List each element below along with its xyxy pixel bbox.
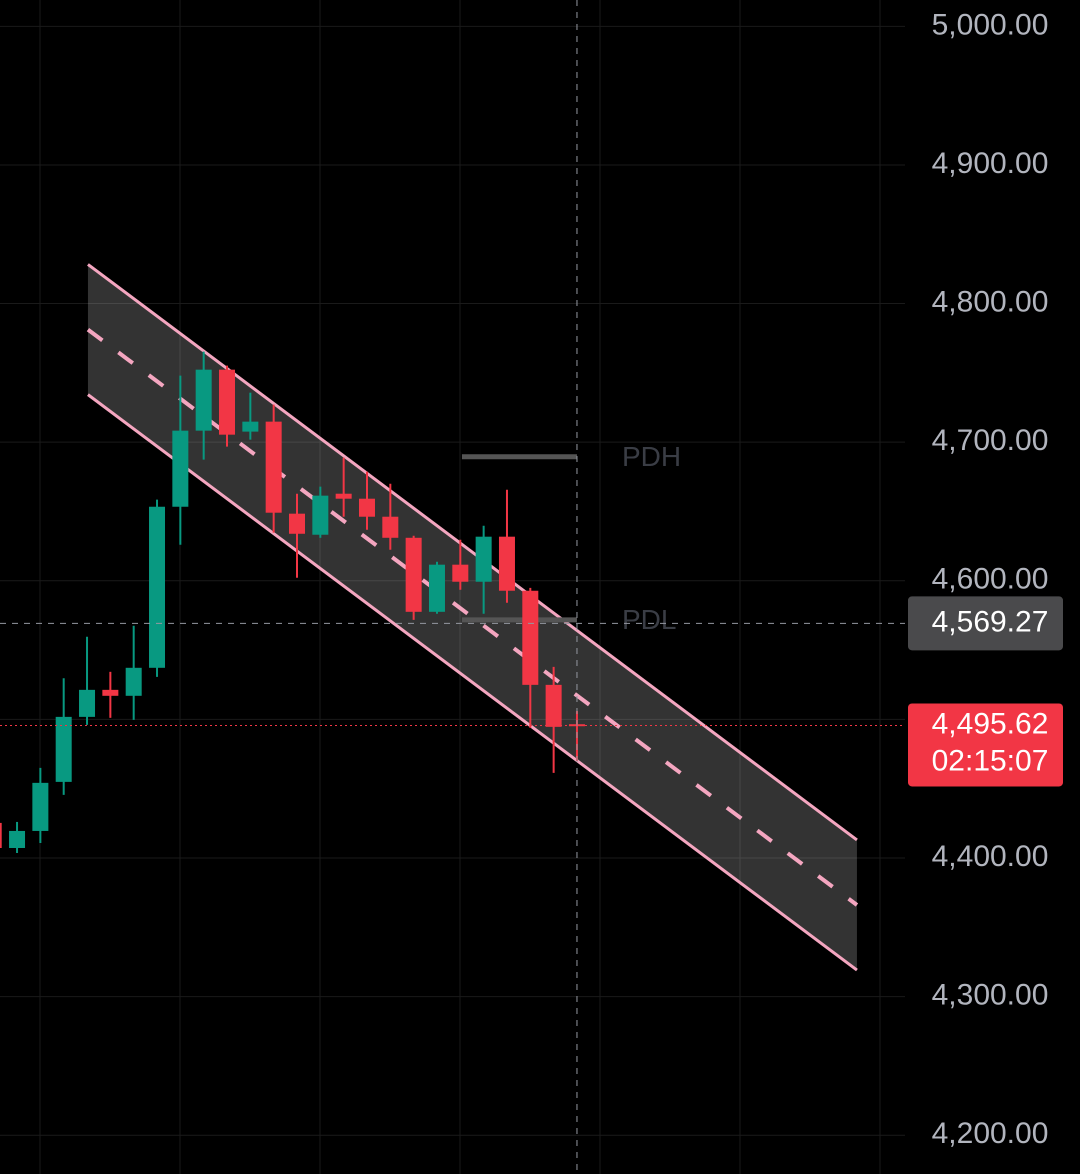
candle-body bbox=[242, 421, 259, 432]
candle-body bbox=[172, 430, 189, 507]
level-label: PDH bbox=[622, 441, 681, 472]
last-price-label: 4,495.62 bbox=[932, 707, 1049, 740]
candle-body bbox=[149, 506, 166, 668]
y-tick-label: 5,000.00 bbox=[932, 8, 1049, 41]
candle-body bbox=[289, 513, 306, 534]
candle-body bbox=[265, 421, 282, 513]
candle-body bbox=[475, 536, 492, 582]
candle-body bbox=[405, 537, 422, 612]
y-tick-label: 4,400.00 bbox=[932, 840, 1049, 873]
y-tick-label: 4,900.00 bbox=[932, 147, 1049, 180]
y-tick-label: 4,700.00 bbox=[932, 424, 1049, 457]
vertical-grid bbox=[39, 0, 881, 1174]
candle-body bbox=[125, 667, 142, 696]
channel-upper bbox=[87, 263, 858, 842]
countdown-label: 02:15:07 bbox=[932, 744, 1049, 777]
candle-body bbox=[335, 493, 352, 499]
candle-body bbox=[32, 782, 49, 831]
crosshair-label: 4,569.27 bbox=[932, 605, 1049, 638]
channel-lower bbox=[87, 393, 858, 972]
candle-body bbox=[428, 564, 445, 612]
last-price-box bbox=[908, 703, 1063, 787]
candle-body bbox=[312, 495, 329, 535]
candle-body bbox=[219, 369, 236, 435]
y-tick-label: 4,300.00 bbox=[932, 979, 1049, 1012]
candle-body bbox=[9, 830, 26, 848]
candle-body bbox=[382, 516, 399, 538]
candle-body bbox=[452, 564, 469, 582]
y-tick-label: 4,800.00 bbox=[932, 285, 1049, 318]
crosshair-label-box bbox=[908, 596, 1063, 651]
candle-body bbox=[55, 716, 72, 782]
candle-body bbox=[545, 684, 562, 727]
candle-body bbox=[0, 822, 2, 848]
candle-body bbox=[522, 590, 539, 685]
candle-body bbox=[79, 689, 96, 717]
y-tick-label: 4,200.00 bbox=[932, 1117, 1049, 1150]
candle-body bbox=[102, 689, 119, 696]
level-label: PDL bbox=[622, 604, 676, 635]
channel-middle bbox=[86, 328, 859, 907]
candle-body bbox=[195, 369, 212, 431]
candle-body bbox=[358, 498, 375, 517]
y-tick-label: 4,600.00 bbox=[932, 563, 1049, 596]
candle-body bbox=[498, 536, 515, 591]
